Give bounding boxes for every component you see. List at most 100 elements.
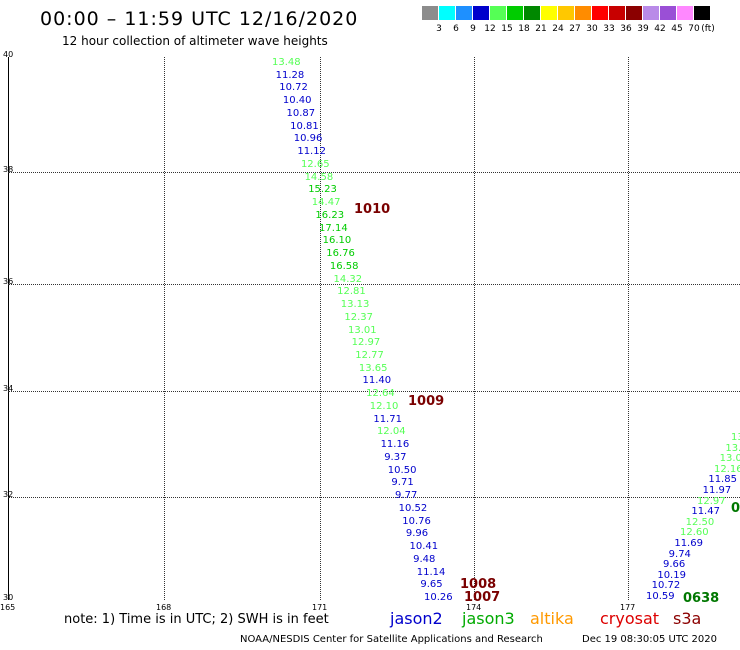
wave-height-value: 14.47 xyxy=(311,197,341,209)
wave-height-value: 12.50 xyxy=(685,516,715,528)
time-label-0638: 0638 xyxy=(683,591,720,606)
wave-height-value: 11.14 xyxy=(416,566,446,578)
wave-height-value: 14.32 xyxy=(333,273,363,285)
legend-swatch xyxy=(626,6,642,20)
legend-value-label: 3 xyxy=(436,24,442,34)
satellite-jason3: jason3 xyxy=(462,609,515,628)
wave-height-value: 10.81 xyxy=(290,120,319,132)
pressure-label-1007: 1007 xyxy=(464,590,501,605)
wave-height-value: 11.40 xyxy=(362,375,392,387)
pressure-label-1009: 1009 xyxy=(408,394,445,409)
legend-swatch xyxy=(422,6,438,20)
legend-swatch xyxy=(643,6,659,20)
legend-swatch xyxy=(694,6,710,20)
wave-height-value: 9.48 xyxy=(413,553,436,565)
legend-value-label: 6 xyxy=(453,24,459,34)
satellite-altika: altika xyxy=(530,609,574,628)
legend-value-label: 24 xyxy=(552,24,564,34)
wave-height-value: 12.60 xyxy=(680,527,709,539)
pressure-label-1008: 1008 xyxy=(460,577,497,592)
wave-height-value: 9.66 xyxy=(663,559,686,571)
latitude-label: 32 xyxy=(3,490,14,499)
legend-value-label: 33 xyxy=(603,24,615,34)
wave-height-value: 11.12 xyxy=(297,146,326,158)
wave-height-value: 16.23 xyxy=(315,209,345,221)
wave-height-value: 13.13 xyxy=(340,299,370,311)
wave-height-value: 9.74 xyxy=(668,548,691,560)
footer-credit: NOAA/NESDIS Center for Satellite Applica… xyxy=(240,634,543,645)
legend-value-label: 42 xyxy=(654,24,666,34)
legend-value-label: 36 xyxy=(620,24,632,34)
wave-height-value: 10.41 xyxy=(409,541,439,553)
wave-height-value: 11.28 xyxy=(275,69,305,81)
legend-swatch xyxy=(558,6,574,20)
wave-height-value: 10.26 xyxy=(424,592,453,603)
satellite-s3a: s3a xyxy=(673,609,702,628)
longitude-gridline xyxy=(628,57,629,600)
longitude-label: 168 xyxy=(156,603,172,612)
wave-height-value: 10.40 xyxy=(282,95,312,107)
legend-value-label: 12 xyxy=(484,24,496,34)
legend-swatch xyxy=(660,6,676,20)
longitude-label: 177 xyxy=(620,603,636,612)
wave-height-value: 13.01 xyxy=(348,324,377,336)
legend-swatch xyxy=(439,6,455,20)
wave-height-value: 16.58 xyxy=(329,260,359,272)
legend-value-label: 39 xyxy=(637,24,649,34)
latitude-label: 30 xyxy=(3,593,14,602)
legend-unit: (ft) xyxy=(701,24,715,34)
legend-value-label: 18 xyxy=(518,24,530,34)
wave-height-value: 9.77 xyxy=(395,490,418,502)
time-label-partial: 0 xyxy=(731,501,740,516)
longitude-label: 171 xyxy=(312,603,328,612)
legend-value-label: 70 xyxy=(688,24,700,34)
wave-height-value: 9.96 xyxy=(405,528,429,540)
wave-height-value: 11.47 xyxy=(691,506,720,518)
wave-height-value: 10.52 xyxy=(398,502,428,514)
legend-swatch xyxy=(473,6,489,20)
wave-height-value: 10.72 xyxy=(651,580,681,592)
legend-swatch xyxy=(524,6,540,20)
satellite-jason2: jason2 xyxy=(390,609,443,628)
wave-height-value: 12.97 xyxy=(697,495,726,507)
wave-height-value: 10.87 xyxy=(286,107,316,119)
legend-value-label: 15 xyxy=(501,24,513,34)
wave-height-value: 12.10 xyxy=(369,400,399,412)
legend-value-label: 45 xyxy=(671,24,683,34)
legend-swatch xyxy=(575,6,591,20)
wave-height-value: 10.59 xyxy=(646,591,675,602)
longitude-label: 165 xyxy=(0,603,16,612)
wave-height-value: 11.71 xyxy=(373,413,402,425)
latitude-gridline xyxy=(8,284,740,285)
wave-height-value: 12.64 xyxy=(366,388,395,400)
generation-timestamp: Dec 19 08:30:05 UTC 2020 xyxy=(582,634,717,645)
map-subtitle: 12 hour collection of altimeter wave hei… xyxy=(62,34,328,48)
wave-height-value: 11.16 xyxy=(380,439,410,451)
wave-height-value: 9.71 xyxy=(391,477,414,489)
note-text: note: 1) Time is in UTC; 2) SWH is in fe… xyxy=(64,612,329,627)
wave-height-value: 12.81 xyxy=(337,286,366,298)
legend-swatch xyxy=(677,6,693,20)
legend-swatch xyxy=(507,6,523,20)
wave-height-value: 13.48 xyxy=(272,57,301,68)
wave-height-value: 11.97 xyxy=(702,485,732,496)
latitude-gridline xyxy=(8,497,740,498)
legend-swatch xyxy=(541,6,557,20)
wave-height-value: 12.77 xyxy=(355,349,384,361)
legend-value-label: 21 xyxy=(535,24,547,34)
wave-height-value: 11.69 xyxy=(674,538,703,549)
wave-height-value: 12.37 xyxy=(344,311,374,323)
latitude-gridline xyxy=(8,391,740,392)
wave-height-value: 9.37 xyxy=(384,451,407,463)
longitude-gridline xyxy=(474,57,475,600)
latitude-label: 36 xyxy=(3,277,14,286)
wave-height-value: 16.10 xyxy=(322,235,352,247)
pressure-label-1010: 1010 xyxy=(354,202,391,217)
legend-swatch xyxy=(490,6,506,20)
wave-height-value: 10.19 xyxy=(657,569,686,581)
y-axis xyxy=(0,57,9,600)
legend-value-label: 9 xyxy=(470,24,476,34)
wave-height-value: 12.16 xyxy=(714,463,740,475)
map-title: 00:00 – 11:59 UTC 12/16/2020 xyxy=(40,8,359,30)
legend-swatch xyxy=(592,6,608,20)
